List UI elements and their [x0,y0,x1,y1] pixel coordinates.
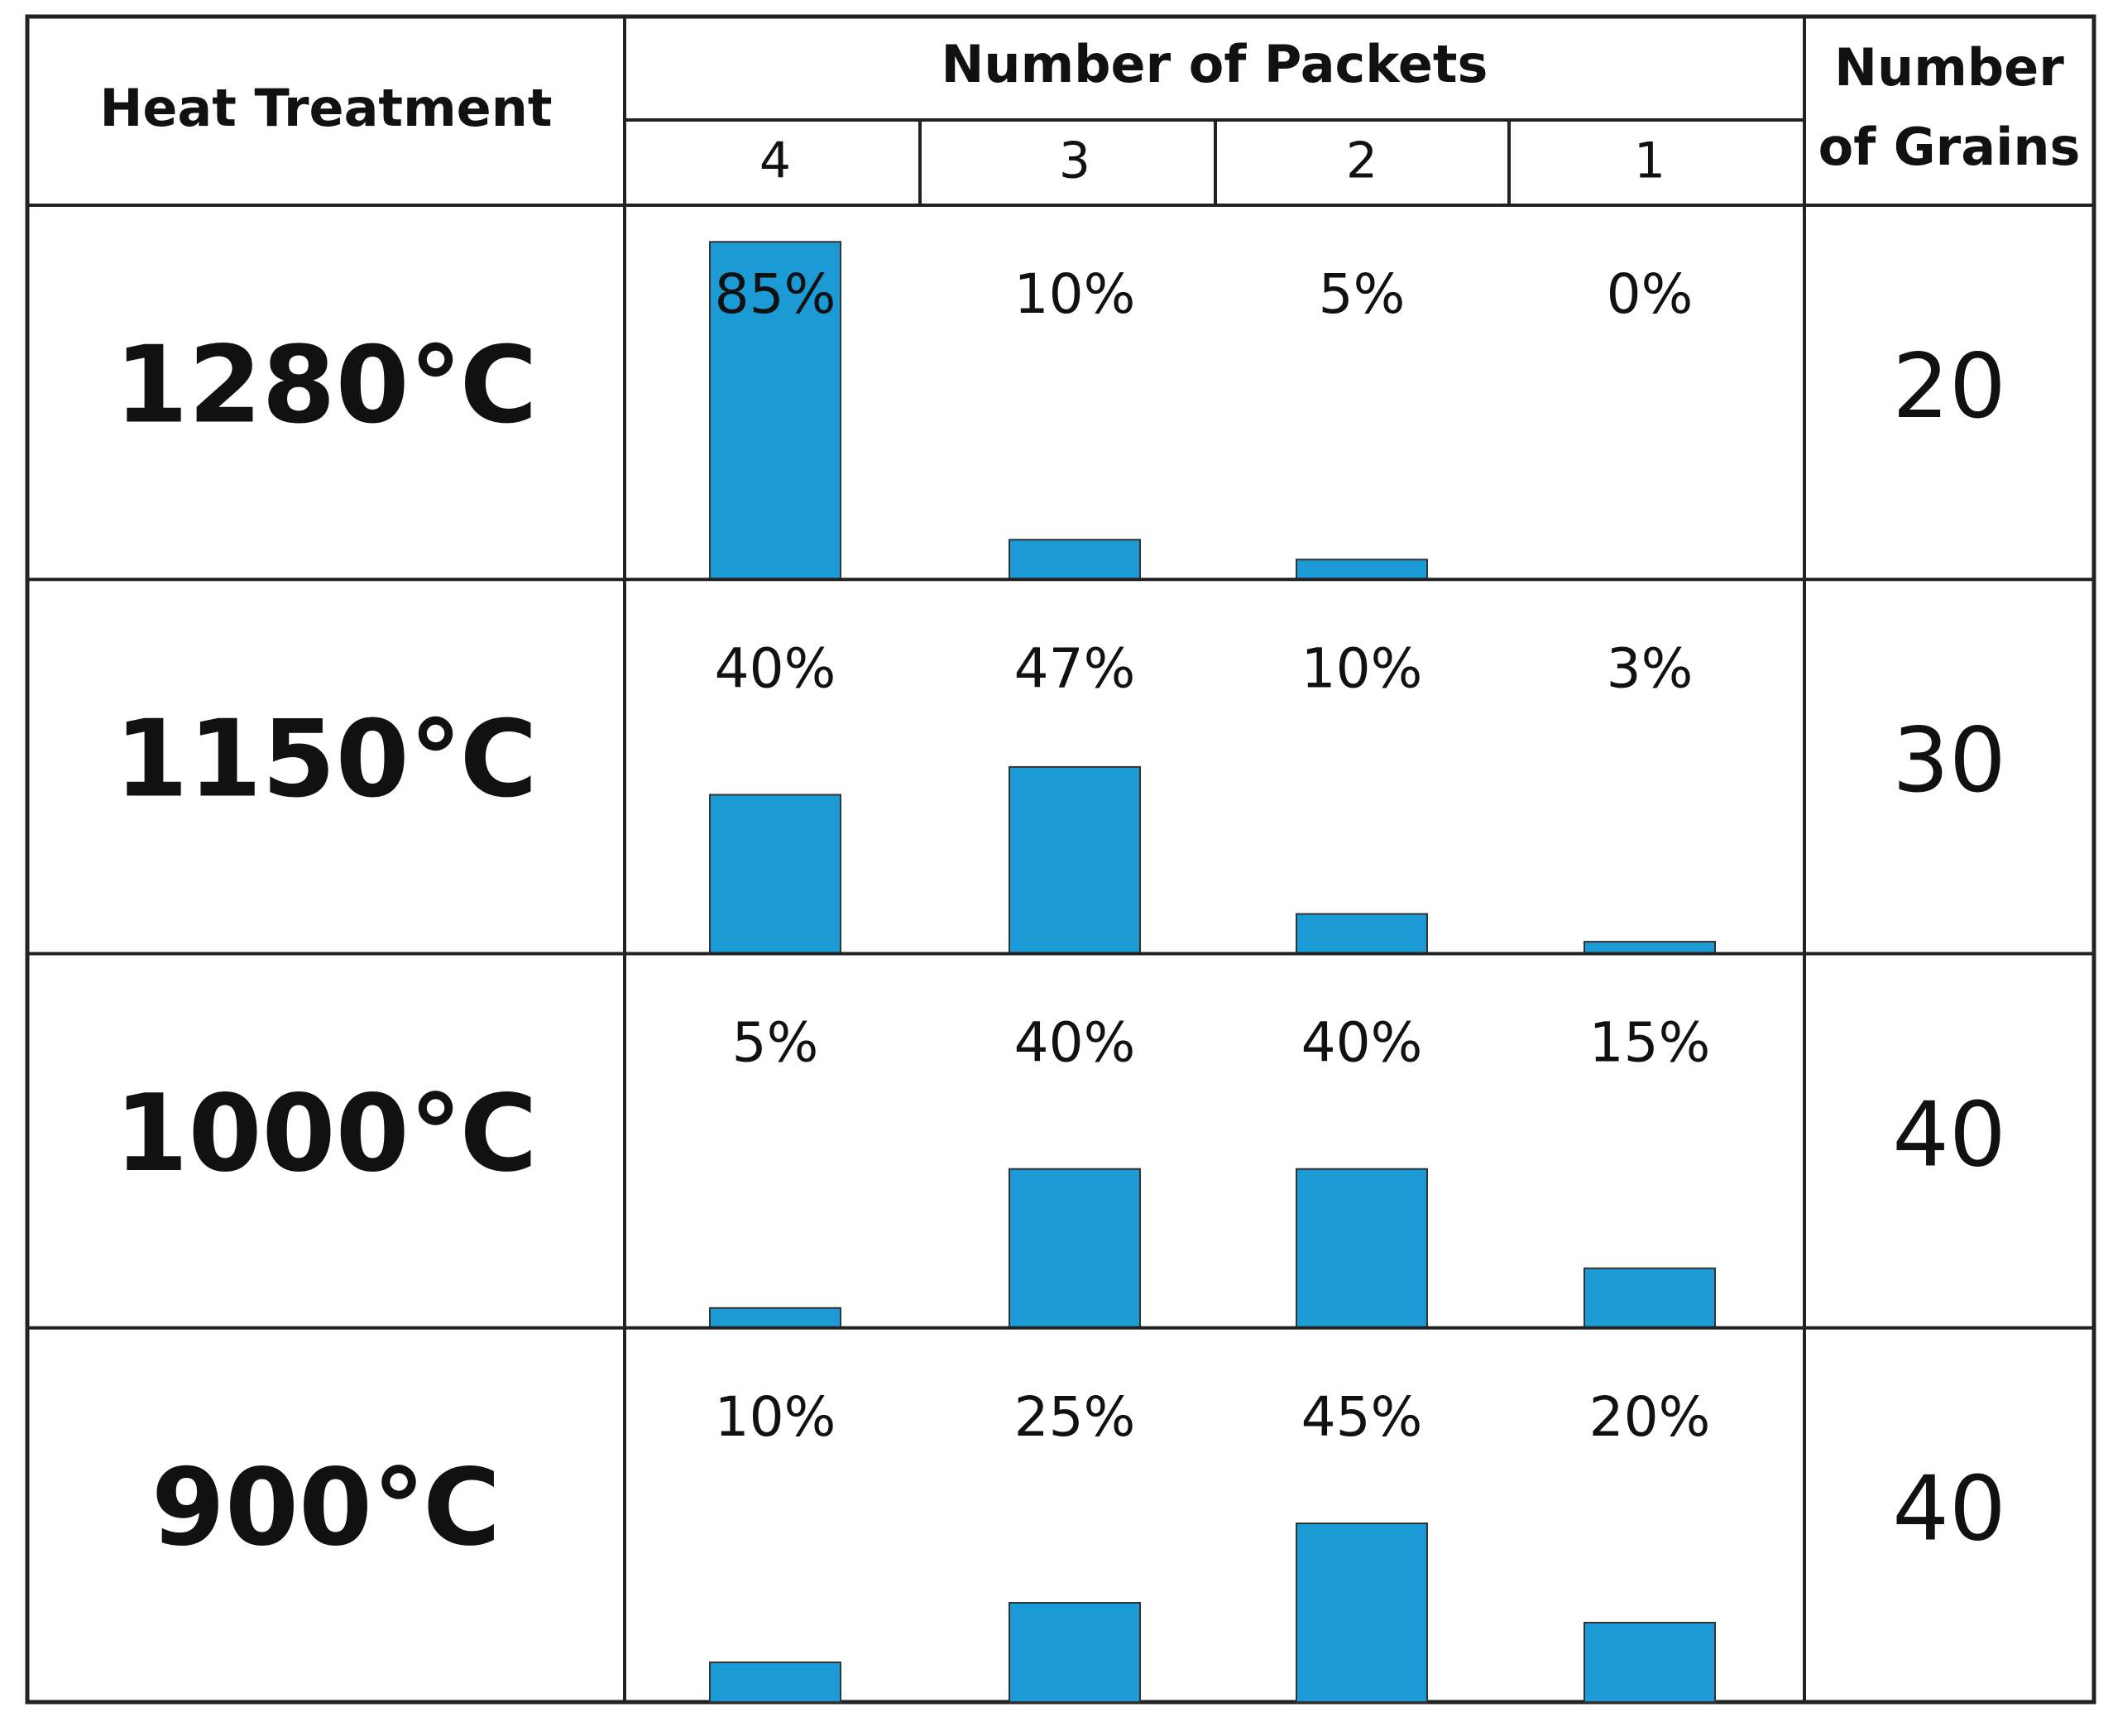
grains-value: 20 [1892,335,2005,439]
bar [709,1307,841,1329]
grains-value: 40 [1892,1458,2005,1561]
bar [709,794,841,955]
bar [1296,1168,1428,1329]
bar [1009,1168,1141,1329]
bar [1296,913,1428,955]
value-label: 15% [1589,1011,1711,1075]
value-label: 40% [1301,1011,1423,1075]
grains-value: 30 [1892,709,2005,813]
value-label: 0% [1607,262,1694,326]
value-label: 10% [1014,262,1136,326]
bar [1009,765,1141,955]
header-grains: Number of Grains [1818,37,2081,177]
value-label: 85% [715,262,836,326]
category-label: 4 [759,132,791,190]
value-label: 20% [1589,1385,1711,1449]
value-label: 45% [1301,1385,1423,1449]
value-label: 3% [1607,636,1694,700]
treatment-label: 1150℃ [114,698,537,822]
bar [1584,1622,1716,1703]
bar [1584,1267,1716,1329]
category-label: 3 [1059,132,1090,190]
value-label: 10% [1301,636,1423,700]
value-label: 40% [1014,1011,1136,1075]
bar [1009,1602,1141,1703]
value-label: 47% [1014,636,1136,700]
value-label: 10% [715,1385,836,1449]
value-label: 5% [1319,262,1406,326]
bar [1296,1523,1428,1703]
treatment-label: 1000℃ [114,1072,537,1196]
header-treatment: Heat Treatment [99,78,552,138]
value-label: 25% [1014,1385,1136,1449]
value-label: 5% [732,1011,819,1075]
bar [1296,559,1428,581]
bar [709,1662,841,1703]
category-label: 2 [1346,132,1378,190]
treatment-label: 900℃ [151,1446,501,1570]
treatment-label: 1280℃ [114,324,537,447]
bar [1009,539,1141,581]
grains-value: 40 [1892,1083,2005,1187]
category-label: 1 [1634,132,1665,190]
value-label: 40% [715,636,836,700]
header-packets: Number of Packets [942,34,1488,94]
bar [1584,941,1716,955]
